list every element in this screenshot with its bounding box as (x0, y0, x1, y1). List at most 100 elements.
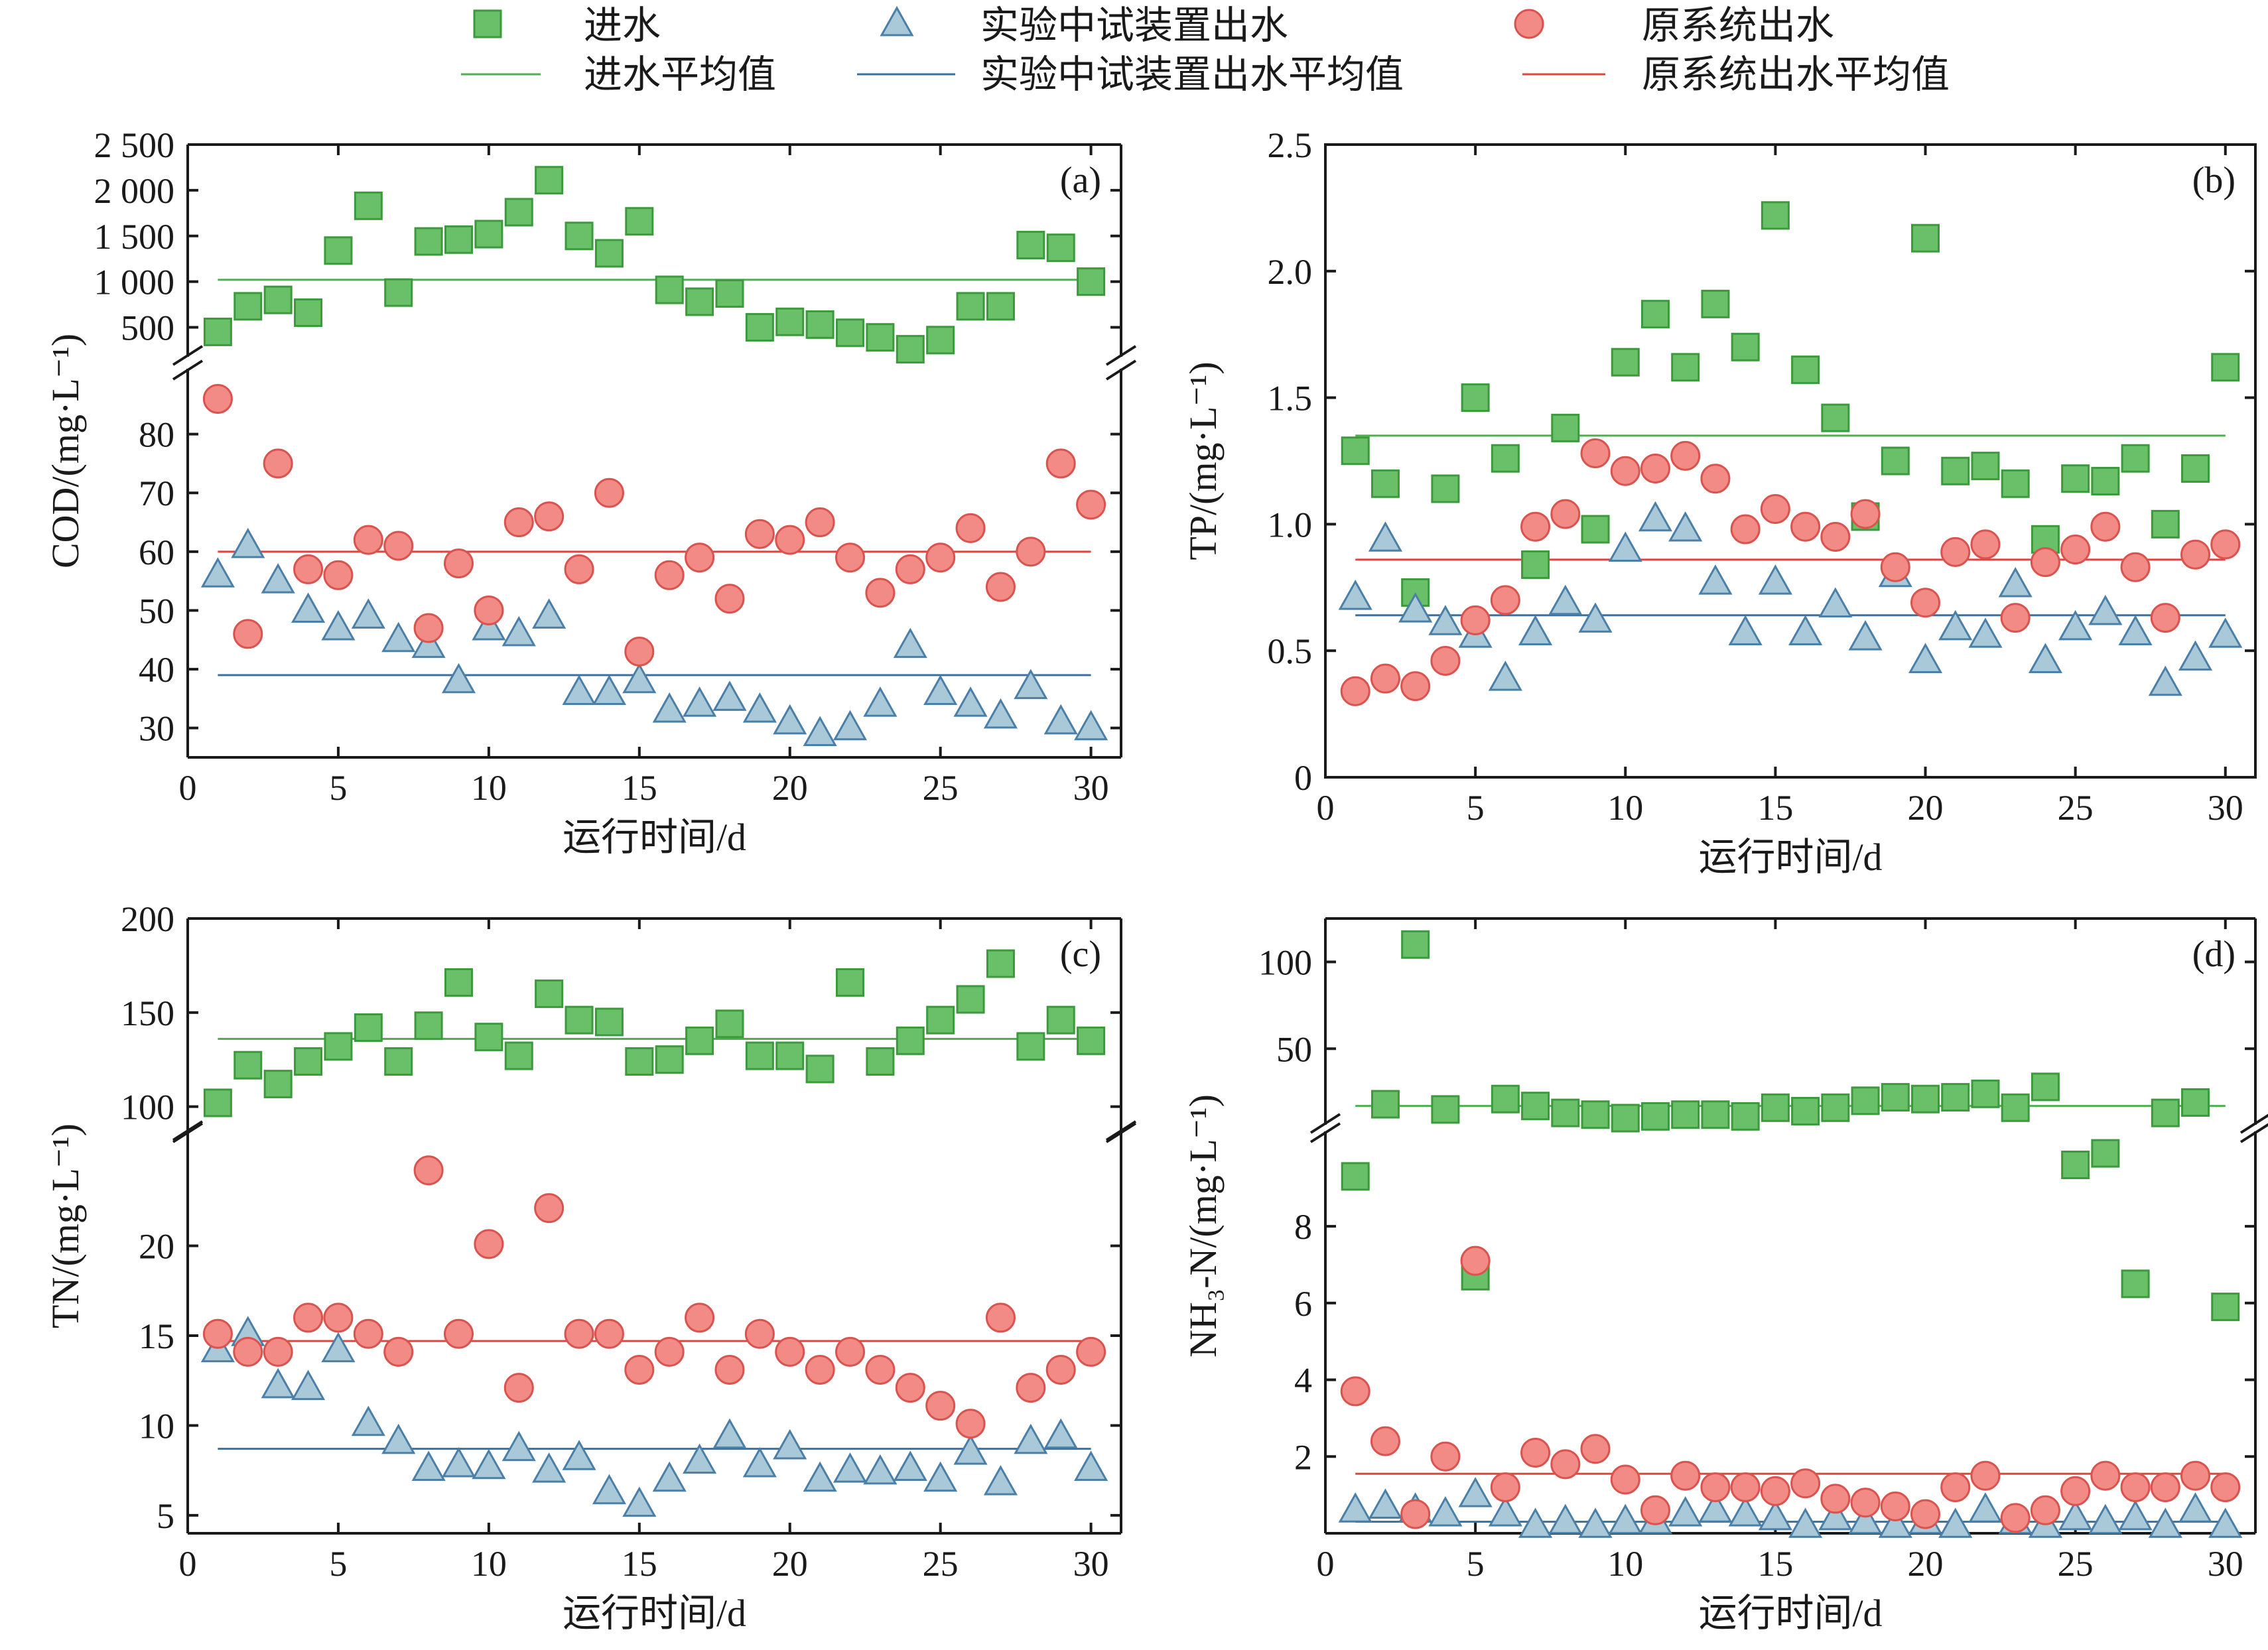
data-point-inf (805, 310, 834, 339)
data-point-orig (1760, 1476, 1790, 1506)
y-axis-title: COD/(mg·L⁻¹) (44, 334, 87, 568)
data-point-exp (983, 1465, 1018, 1495)
y-tick-label: 50 (1276, 1029, 1312, 1069)
data-point-exp (1578, 602, 1613, 633)
data-point-orig (263, 448, 293, 479)
data-point-inf (1791, 355, 1820, 385)
data-point-orig (775, 525, 805, 555)
data-point-orig (353, 1318, 383, 1349)
data-point-inf (2121, 444, 2150, 473)
data-point-inf (474, 220, 503, 249)
data-point-exp (1638, 501, 1673, 532)
data-point-orig (1730, 514, 1761, 544)
y-tick-label: 1 500 (94, 217, 175, 257)
data-point-exp (1698, 1492, 1733, 1523)
y-tick-label: 10 (139, 1406, 174, 1446)
data-point-inf (504, 198, 533, 227)
data-point-orig (744, 519, 775, 549)
data-point-inf (956, 985, 985, 1014)
data-point-exp (1668, 511, 1703, 542)
y-tick-label: 200 (121, 899, 174, 939)
data-point-orig (1460, 1245, 1491, 1276)
data-point-exp (803, 1461, 837, 1492)
data-point-orig (2210, 1472, 2241, 1503)
y-tick-label: 2.5 (1268, 125, 1313, 165)
data-point-exp (923, 1461, 958, 1492)
data-point-orig (2210, 529, 2241, 560)
data-point-exp (441, 1446, 476, 1478)
data-point-exp (1818, 1499, 1853, 1531)
data-point-inf (685, 287, 714, 316)
data-point-orig (2060, 535, 2091, 565)
data-point-orig (1850, 499, 1881, 529)
data-point-orig (1016, 1373, 1046, 1403)
data-point-orig (835, 1336, 866, 1367)
x-tick-label: 10 (1607, 1544, 1643, 1584)
axis-break-mark (1105, 345, 1137, 366)
axis-break-mark (1105, 1122, 1137, 1143)
data-point-orig (685, 1302, 715, 1333)
data-point-exp (2058, 1499, 2093, 1531)
data-point-orig (1045, 1354, 1076, 1385)
y-tick-label: 70 (139, 474, 174, 513)
data-point-exp (1368, 1488, 1403, 1519)
data-point-inf (866, 323, 895, 352)
data-point-inf (1761, 1093, 1790, 1122)
x-tick-label: 25 (923, 768, 959, 808)
data-point-orig (233, 619, 263, 649)
data-point-inf (625, 207, 654, 236)
data-point-inf (2031, 1072, 2060, 1102)
data-point-inf (233, 292, 263, 321)
data-point-exp (472, 1448, 506, 1480)
data-point-inf (805, 1054, 834, 1084)
data-point-exp (1728, 615, 1763, 645)
data-point-inf (775, 307, 805, 336)
data-point-exp (411, 1450, 446, 1481)
data-point-orig (1700, 1472, 1731, 1503)
panel-label: (b) (2192, 160, 2235, 201)
data-point-orig (1910, 1499, 1941, 1529)
data-point-orig (624, 636, 655, 666)
data-point-orig (594, 477, 624, 508)
data-point-orig (895, 554, 925, 584)
data-point-inf (263, 1070, 293, 1099)
data-point-exp (2088, 594, 2123, 625)
data-point-exp (1488, 661, 1522, 691)
data-point-inf (324, 1032, 353, 1061)
data-point-orig (1790, 1468, 1821, 1499)
legend-mean-label-inf: 进水平均值 (584, 53, 776, 96)
data-point-exp (1848, 620, 1883, 651)
x-tick-label: 10 (1607, 788, 1643, 828)
data-point-exp (231, 527, 265, 558)
data-point-inf (986, 292, 1015, 321)
y-tick-label: 4 (1294, 1361, 1312, 1401)
x-tick-label: 10 (471, 768, 507, 808)
data-point-exp (1938, 1507, 1973, 1538)
data-point-inf (1791, 1097, 1820, 1126)
y-tick-label: 8 (1294, 1207, 1312, 1247)
data-point-inf (715, 1009, 744, 1039)
data-point-orig (654, 1336, 685, 1367)
panel-d-nh3n: 0 5 10 15 20 25 30 50 100 2 4 6 8 运行时间/d NH₃-N/(mg·L⁻¹… (1181, 917, 2268, 1635)
data-point-exp (1548, 584, 1583, 615)
data-point-exp (1608, 1503, 1642, 1535)
data-point-exp (2118, 1499, 2153, 1531)
legend-label-exp: 实验中试装置出水 (980, 4, 1288, 47)
data-point-orig (202, 383, 233, 414)
data-point-exp (893, 1450, 927, 1481)
data-point-inf (1671, 353, 1700, 382)
x-axis-title: 运行时间/d (563, 816, 746, 859)
data-point-inf (836, 968, 865, 997)
y-tick-label: 500 (121, 308, 174, 348)
panel-label: (d) (2192, 934, 2235, 975)
data-point-orig (2150, 603, 2180, 633)
data-point-exp (652, 692, 687, 723)
data-point-exp (1518, 615, 1553, 645)
data-point-inf (2211, 1293, 2240, 1322)
data-point-exp (622, 1486, 657, 1517)
data-point-inf (2001, 1093, 2030, 1122)
data-point-exp (562, 1440, 596, 1470)
data-point-exp (501, 1430, 536, 1462)
data-point-orig (594, 1318, 624, 1349)
data-point-inf (655, 1045, 684, 1074)
